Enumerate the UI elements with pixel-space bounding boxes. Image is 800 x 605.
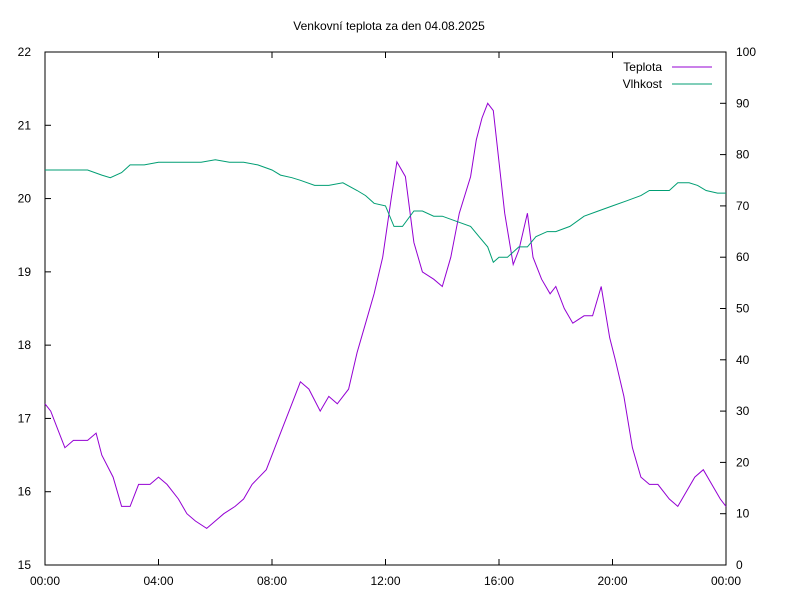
- y2-tick-label: 70: [736, 199, 750, 213]
- y2-tick-label: 0: [736, 558, 743, 572]
- y2-tick-label: 80: [736, 148, 750, 162]
- y-tick-label: 21: [18, 118, 32, 132]
- legend-label: Teplota: [623, 60, 662, 74]
- x-tick-label: 04:00: [143, 574, 173, 588]
- y2-tick-label: 10: [736, 507, 750, 521]
- series-line-teplota: [44, 102, 727, 530]
- y-tick-label: 15: [18, 558, 32, 572]
- y-tick-label: 20: [18, 192, 32, 206]
- y2-tick-label: 30: [736, 404, 750, 418]
- x-tick-label: 00:00: [711, 574, 741, 588]
- y-tick-label: 18: [18, 338, 32, 352]
- y-tick-label: 16: [18, 485, 32, 499]
- y-tick-label: 19: [18, 265, 32, 279]
- y2-tick-label: 50: [736, 302, 750, 316]
- x-tick-label: 00:00: [30, 574, 60, 588]
- x-tick-label: 20:00: [597, 574, 627, 588]
- y2-tick-label: 60: [736, 250, 750, 264]
- axes-layer: 00:00 04:00 08:00 12:00 16:00 20:00 00:00 15 16 1…: [18, 45, 757, 588]
- y-tick-label: 22: [18, 45, 32, 59]
- series-line-vlhkost: [45, 159, 726, 264]
- y-tick-label: 17: [18, 411, 32, 425]
- x-tick-label: 08:00: [257, 574, 287, 588]
- y2-tick-label: 40: [736, 353, 750, 367]
- y2-tick-label: 20: [736, 455, 750, 469]
- chart-title: Venkovní teplota za den 04.08.2025: [293, 19, 485, 33]
- y2-tick-label: 100: [736, 45, 756, 59]
- legend: Teplota Vlhkost: [623, 60, 712, 91]
- x-tick-label: 16:00: [484, 574, 514, 588]
- legend-label: Vlhkost: [623, 77, 663, 91]
- x-tick-label: 12:00: [370, 574, 400, 588]
- series-layer: [44, 102, 727, 530]
- y2-tick-label: 90: [736, 96, 750, 110]
- plot-frame: [44, 51, 727, 566]
